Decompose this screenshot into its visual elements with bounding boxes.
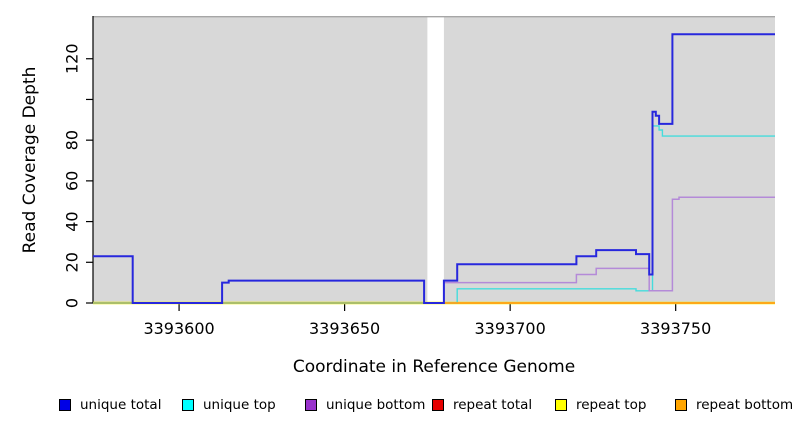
masked-region bbox=[427, 16, 444, 303]
y-tick-label: 80 bbox=[63, 130, 82, 150]
repeat-bottom-swatch-icon bbox=[675, 399, 687, 411]
x-tick-label: 3393600 bbox=[143, 319, 214, 338]
legend-label: repeat bottom bbox=[696, 397, 792, 413]
y-tick-label: 120 bbox=[63, 43, 82, 74]
legend-label: unique total bbox=[80, 397, 162, 413]
legend-item-unique-total: unique total bbox=[59, 397, 161, 413]
y-tick-label: 20 bbox=[63, 252, 82, 272]
legend-item-unique-top: unique top bbox=[182, 397, 276, 413]
legend-item-unique-bottom: unique bottom bbox=[305, 397, 425, 413]
y-tick-label: 0 bbox=[63, 298, 82, 308]
legend-label: unique bottom bbox=[326, 397, 426, 413]
legend-label: repeat total bbox=[453, 397, 533, 413]
legend: unique total unique top unique bottom re… bbox=[0, 397, 792, 417]
y-axis-title: Read Coverage Depth bbox=[20, 66, 40, 254]
x-tick-label: 3393750 bbox=[640, 319, 711, 338]
repeat-total-swatch-icon bbox=[432, 399, 444, 411]
series-unique_total bbox=[93, 33, 775, 304]
unique-bottom-swatch-icon bbox=[305, 399, 317, 411]
legend-label: repeat top bbox=[576, 397, 647, 413]
unique-total-swatch-icon bbox=[59, 399, 71, 411]
legend-item-repeat-top: repeat top bbox=[555, 397, 646, 413]
x-tick-label: 3393700 bbox=[475, 319, 546, 338]
x-axis-title: Coordinate in Reference Genome bbox=[292, 357, 576, 377]
y-tick-label: 60 bbox=[63, 171, 82, 191]
y-tick-label: 40 bbox=[63, 211, 82, 231]
legend-item-repeat-bottom: repeat bottom bbox=[675, 397, 792, 413]
unique-top-swatch-icon bbox=[182, 399, 194, 411]
legend-item-repeat-total: repeat total bbox=[432, 397, 532, 413]
legend-label: unique top bbox=[203, 397, 276, 413]
x-tick-label: 3393650 bbox=[309, 319, 380, 338]
repeat-top-swatch-icon bbox=[555, 399, 567, 411]
series-unique_bottom bbox=[93, 196, 775, 304]
